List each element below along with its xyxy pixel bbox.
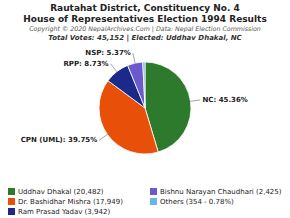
legend-label: Ram Prasad Yadav (3,942) xyxy=(18,208,110,216)
data-label: NSP: 5.37% xyxy=(85,49,131,57)
subtitle: House of Representatives Election 1994 R… xyxy=(23,14,267,24)
pie-slice xyxy=(128,62,145,108)
legend-label: Uddhav Dhakal (20,482) xyxy=(18,188,104,196)
data-label: RPP: 8.73% xyxy=(63,60,108,68)
data-labels: NC: 45.36% CPN (UML): 39.75% RPP: 8.73% NSP… xyxy=(21,49,248,144)
legend-swatch xyxy=(8,208,15,215)
pie xyxy=(99,62,191,154)
label-leader xyxy=(191,100,201,101)
legend-swatch xyxy=(8,198,15,205)
legend: Uddhav Dhakal (20,482) Dr. Bashidhar Mish… xyxy=(8,188,282,216)
legend-label: Dr. Bashidhar Mishra (17,949) xyxy=(18,198,123,206)
label-leader xyxy=(111,64,117,72)
label-leader xyxy=(133,53,135,63)
annotation: Copyright © 2020 NepalArchives.Com | Dat… xyxy=(29,25,261,33)
legend-swatch xyxy=(150,188,157,195)
legend-label: Others (354 - 0.78%) xyxy=(160,198,234,206)
title: Rautahat District, Constituency No. 4 xyxy=(50,3,240,13)
annotation: Total Votes: 45,152 | Elected: Uddhav Dh… xyxy=(48,34,242,42)
legend-label: Bishnu Narayan Chaudhari (2,425) xyxy=(160,188,282,196)
data-label: NC: 45.36% xyxy=(202,96,247,104)
data-label: CPN (UML): 39.75% xyxy=(21,136,97,144)
legend-swatch xyxy=(8,188,15,195)
label-leader xyxy=(99,134,107,140)
pie-slice xyxy=(143,62,145,108)
chart: Rautahat District, Constituency No. 4Hou… xyxy=(0,0,290,218)
legend-swatch xyxy=(150,198,157,205)
chart-container: Rautahat District, Constituency No. 4Hou… xyxy=(0,0,290,218)
